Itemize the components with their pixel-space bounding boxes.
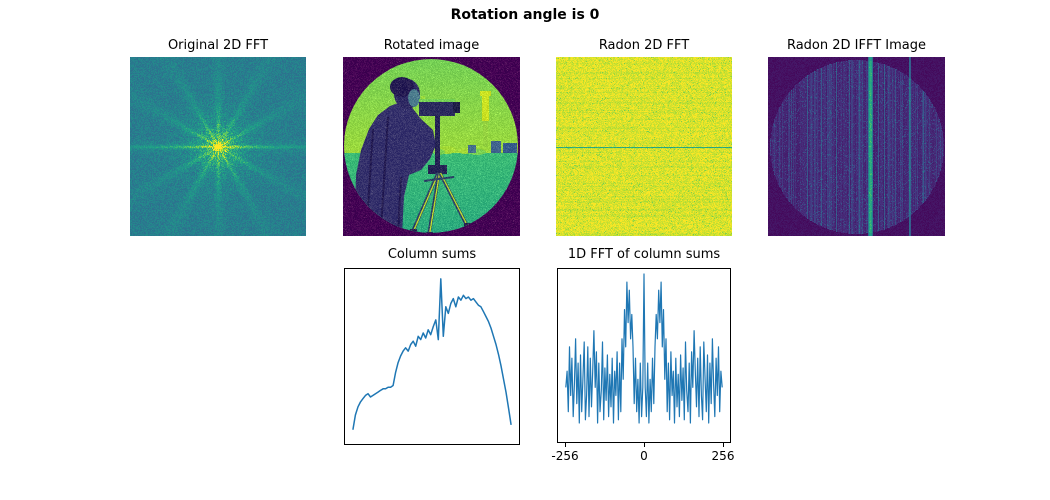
panel-title-column-sums: Column sums — [387, 247, 477, 262]
fft1d-line — [565, 273, 723, 424]
x-tick-label-256: 256 — [711, 449, 735, 463]
radon-2d-ifft-image — [768, 57, 945, 236]
x-tick-label-zero: 0 — [640, 449, 648, 463]
panel-title-radon-2d-fft: Radon 2D FFT — [598, 38, 690, 53]
column-sums-line — [352, 278, 512, 430]
x-tickmark — [565, 443, 566, 447]
x-tickmark — [723, 443, 724, 447]
panel-title-rotated-image: Rotated image — [383, 38, 480, 53]
fft1d-plot — [557, 268, 731, 443]
column-sums-plot — [344, 268, 520, 445]
panel-title-radon-2d-ifft: Radon 2D IFFT Image — [786, 38, 927, 53]
panel-title-original-2d-fft: Original 2D FFT — [167, 38, 269, 53]
figure-suptitle: Rotation angle is 0 — [450, 7, 600, 23]
x-tick-label-neg-256: -256 — [551, 449, 579, 463]
original-2d-fft-image — [130, 57, 306, 236]
rotated-cameraman-image — [343, 57, 520, 236]
x-tickmark — [644, 443, 645, 447]
panel-title-1d-fft-of-column-sums: 1D FFT of column sums — [567, 247, 721, 262]
radon-2d-fft-image — [556, 57, 732, 236]
